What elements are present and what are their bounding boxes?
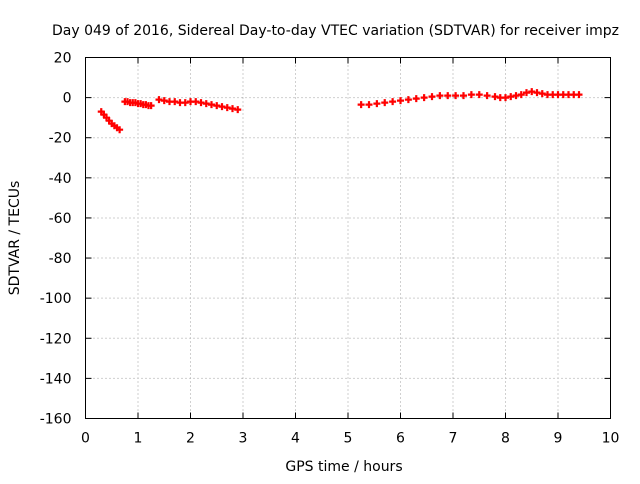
y-tick-label: -160	[40, 412, 72, 428]
x-axis-label: GPS time / hours	[285, 459, 402, 475]
y-tick-label: 0	[63, 91, 72, 107]
x-tick-label: 2	[186, 431, 195, 447]
chart-title: Day 049 of 2016, Sidereal Day-to-day VTE…	[52, 23, 619, 39]
y-tick-label: -80	[49, 251, 72, 267]
data-point	[452, 92, 460, 100]
grid-layer	[85, 57, 611, 419]
x-tick-label: 0	[81, 431, 90, 447]
data-point	[444, 92, 452, 100]
data-point	[428, 93, 436, 101]
data-point	[116, 126, 124, 134]
y-axis-label: SDTVAR / TECUs	[7, 181, 23, 296]
data-point	[467, 91, 475, 99]
data-point	[475, 91, 483, 99]
points-layer	[97, 88, 583, 134]
data-point	[357, 101, 365, 109]
data-point	[397, 97, 404, 105]
x-tick-label: 10	[602, 431, 620, 447]
x-tick-label: 8	[501, 431, 510, 447]
y-tick-label: 20	[54, 51, 72, 67]
data-point	[381, 99, 389, 107]
x-tick-label: 3	[239, 431, 248, 447]
y-tick-label: -40	[49, 171, 72, 187]
data-point	[436, 92, 444, 100]
data-point	[460, 92, 467, 100]
tick-layer: 0 1 2 3 4 5 6 7 8 9 10 -160 -140 -120 -100 -80 -60 -40 -20…	[40, 51, 620, 447]
x-tick-label: 1	[134, 431, 143, 447]
y-tick-label: -20	[49, 131, 72, 147]
data-point	[147, 102, 155, 110]
data-point	[404, 96, 412, 104]
data-point	[389, 98, 397, 106]
y-tick-label: -140	[40, 371, 72, 387]
data-point	[483, 92, 491, 100]
plot-frame	[85, 57, 611, 419]
x-tick-label: 9	[554, 431, 563, 447]
x-tick-label: 5	[344, 431, 353, 447]
data-point	[412, 95, 420, 103]
y-tick-label: -120	[40, 331, 72, 347]
data-point	[365, 101, 373, 109]
data-point	[373, 100, 381, 108]
y-tick-label: -100	[40, 291, 72, 307]
x-tick-label: 6	[396, 431, 405, 447]
x-tick-label: 7	[449, 431, 458, 447]
y-tick-label: -60	[49, 211, 72, 227]
data-point	[420, 94, 428, 102]
data-point	[517, 91, 525, 99]
x-tick-label: 4	[291, 431, 300, 447]
data-point	[575, 91, 583, 99]
data-point	[234, 106, 242, 114]
